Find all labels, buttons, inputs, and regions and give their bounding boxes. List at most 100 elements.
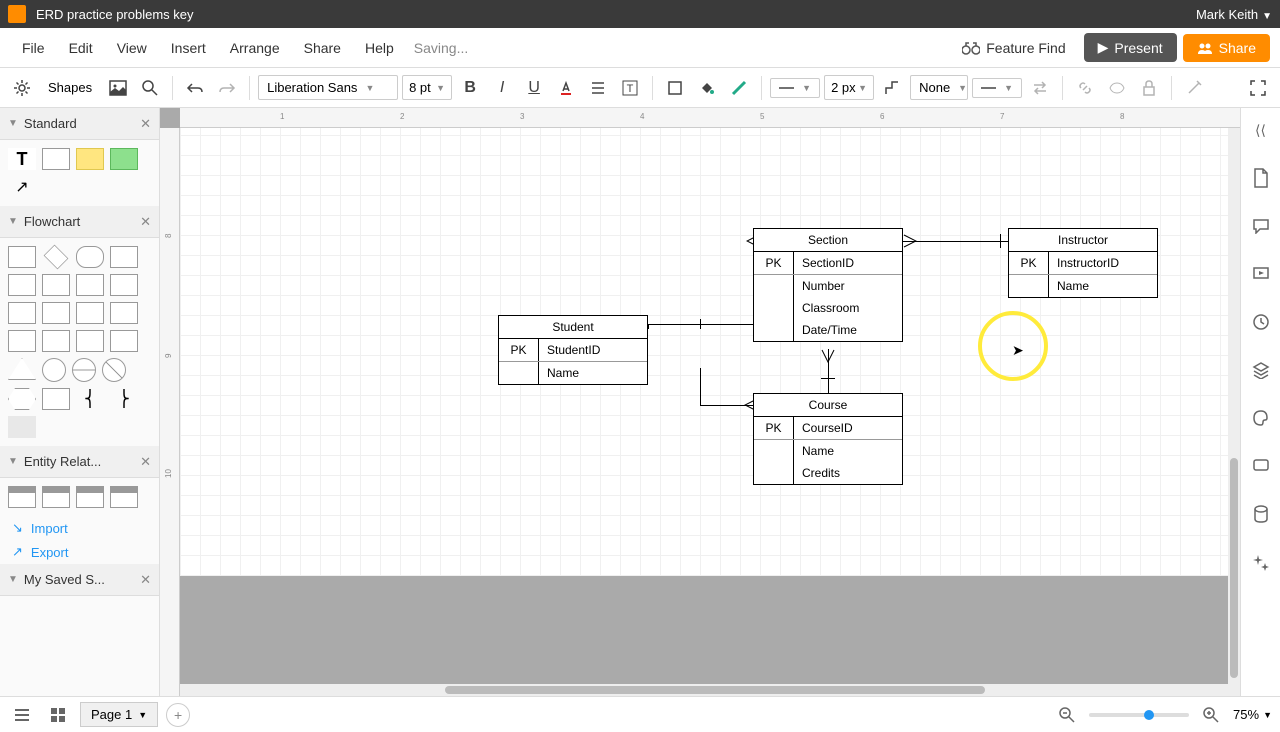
shapes-label[interactable]: Shapes (40, 80, 100, 95)
page-tab[interactable]: Page 1▼ (80, 702, 158, 727)
menu-share-top[interactable]: Share (292, 40, 353, 56)
gear-icon[interactable] (8, 74, 36, 102)
user-menu[interactable]: Mark Keith▼ (1196, 7, 1272, 22)
zoom-out-icon[interactable] (1053, 701, 1081, 729)
search-icon[interactable] (136, 74, 164, 102)
shape-fc-20[interactable] (102, 358, 126, 382)
line-style-select[interactable]: ▼ (770, 78, 820, 98)
lock-icon[interactable] (1135, 74, 1163, 102)
fullscreen-icon[interactable] (1244, 74, 1272, 102)
shape-er-4[interactable] (110, 486, 138, 508)
feature-find-button[interactable]: Feature Find (962, 40, 1065, 56)
fontsize-input[interactable]: 8 pt▼ (402, 75, 452, 100)
share-button[interactable]: Share (1183, 34, 1270, 62)
shape-fc-6[interactable] (42, 274, 70, 296)
canvas-page[interactable] (180, 128, 1240, 576)
shape-fc-22[interactable] (42, 388, 70, 410)
collapse-icon[interactable]: ⟨⟨ (1247, 116, 1275, 144)
shape-fc-12[interactable] (110, 302, 138, 324)
zoom-in-icon[interactable] (1197, 701, 1225, 729)
import-button[interactable]: ↘ Import (0, 516, 159, 540)
shape-text[interactable]: T (8, 148, 36, 170)
entity-section[interactable]: Section PKSectionID Number Classroom Dat… (753, 228, 903, 342)
menu-view[interactable]: View (105, 40, 159, 56)
arrow-select[interactable]: ▼ (972, 78, 1022, 98)
line-color-icon[interactable] (725, 74, 753, 102)
section-header-flowchart[interactable]: ▼ Flowchart ✕ (0, 206, 159, 238)
grid-view-icon[interactable] (44, 701, 72, 729)
close-icon[interactable]: ✕ (140, 454, 151, 470)
shape-fill-icon[interactable] (661, 74, 689, 102)
scrollbar-horizontal[interactable] (180, 684, 1240, 696)
link-icon[interactable] (1071, 74, 1099, 102)
clock-icon[interactable] (1247, 308, 1275, 336)
shape-fc-11[interactable] (76, 302, 104, 324)
scrollbar-vertical[interactable] (1228, 128, 1240, 684)
shape-fc-23[interactable]: ⎨ (76, 388, 104, 410)
shape-fc-13[interactable] (8, 330, 36, 352)
list-view-icon[interactable] (8, 701, 36, 729)
shape-arrow[interactable]: ↗ (8, 176, 36, 198)
shape-er-2[interactable] (42, 486, 70, 508)
present-slide-icon[interactable] (1247, 260, 1275, 288)
font-select[interactable]: Liberation Sans▼ (258, 75, 398, 100)
image-icon[interactable] (104, 74, 132, 102)
entity-course[interactable]: Course PKCourseID Name Credits (753, 393, 903, 485)
zoom-thumb[interactable] (1144, 710, 1154, 720)
layers-icon[interactable] (1247, 356, 1275, 384)
shape-fc-19[interactable] (72, 358, 96, 382)
shape-fc-16[interactable] (110, 330, 138, 352)
shape-fc-15[interactable] (76, 330, 104, 352)
menu-arrange[interactable]: Arrange (218, 40, 292, 56)
undo-icon[interactable] (181, 74, 209, 102)
paint-bucket-icon[interactable] (693, 74, 721, 102)
shape-fc-4[interactable] (110, 246, 138, 268)
shape-fc-2[interactable] (44, 245, 69, 270)
scroll-thumb-h[interactable] (445, 686, 985, 694)
italic-icon[interactable]: I (488, 74, 516, 102)
underline-icon[interactable]: U (520, 74, 548, 102)
present-button[interactable]: ▶ Present (1084, 33, 1177, 62)
shape-fc-9[interactable] (8, 302, 36, 324)
visibility-icon[interactable] (1103, 74, 1131, 102)
close-icon[interactable]: ✕ (140, 116, 151, 132)
shape-rect[interactable] (42, 148, 70, 170)
shape-block[interactable] (110, 148, 138, 170)
canvas[interactable]: 1 2 3 4 5 6 7 8 8 9 10 Student (160, 108, 1240, 696)
menu-help[interactable]: Help (353, 40, 406, 56)
shape-er-1[interactable] (8, 486, 36, 508)
align-icon[interactable] (584, 74, 612, 102)
text-box-icon[interactable]: T (616, 74, 644, 102)
swap-icon[interactable] (1026, 74, 1054, 102)
sparkle-icon[interactable] (1247, 548, 1275, 576)
data-icon[interactable] (1247, 500, 1275, 528)
shape-note[interactable] (76, 148, 104, 170)
magic-icon[interactable] (1180, 74, 1208, 102)
section-header-saved[interactable]: ▼ My Saved S... ✕ (0, 564, 159, 596)
theme-icon[interactable] (1247, 404, 1275, 432)
shape-fc-24[interactable]: ⎬ (110, 388, 138, 410)
line-shape-icon[interactable] (878, 74, 906, 102)
entity-student[interactable]: Student PKStudentID Name (498, 315, 648, 385)
shape-fc-25[interactable] (8, 416, 36, 438)
shape-fc-8[interactable] (110, 274, 138, 296)
linecap-select[interactable]: None▼ (910, 75, 968, 100)
shape-fc-1[interactable] (8, 246, 36, 268)
section-header-er[interactable]: ▼ Entity Relat... ✕ (0, 446, 159, 478)
shape-er-3[interactable] (76, 486, 104, 508)
shape-fc-5[interactable] (8, 274, 36, 296)
shape-fc-17[interactable] (8, 358, 36, 380)
zoom-slider[interactable] (1089, 713, 1189, 717)
shape-fc-18[interactable] (42, 358, 66, 382)
bold-icon[interactable]: B (456, 74, 484, 102)
entity-instructor[interactable]: Instructor PKInstructorID Name (1008, 228, 1158, 298)
chat-icon[interactable] (1247, 452, 1275, 480)
shape-fc-14[interactable] (42, 330, 70, 352)
menu-insert[interactable]: Insert (159, 40, 218, 56)
shape-fc-7[interactable] (76, 274, 104, 296)
text-color-icon[interactable] (552, 74, 580, 102)
linewidth-input[interactable]: 2 px▼ (824, 75, 874, 100)
shape-fc-10[interactable] (42, 302, 70, 324)
close-icon[interactable]: ✕ (140, 572, 151, 588)
redo-icon[interactable] (213, 74, 241, 102)
